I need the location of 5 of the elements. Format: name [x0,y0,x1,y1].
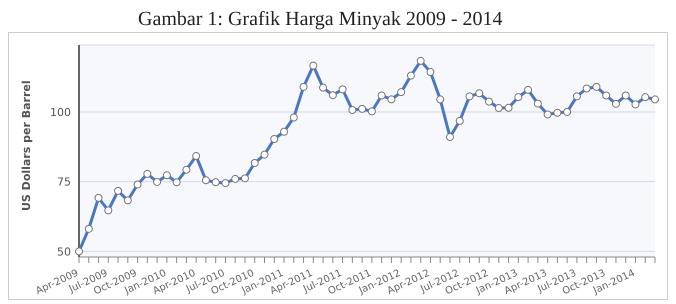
y-tick-label: 50 [57,245,71,258]
y-tick-label: 100 [50,106,71,119]
y-tick-label: 75 [57,176,71,189]
y-axis-title: US Dollars per Barrel [20,80,33,211]
chart-title: Gambar 1: Grafik Harga Minyak 2009 - 2014 [138,8,504,32]
